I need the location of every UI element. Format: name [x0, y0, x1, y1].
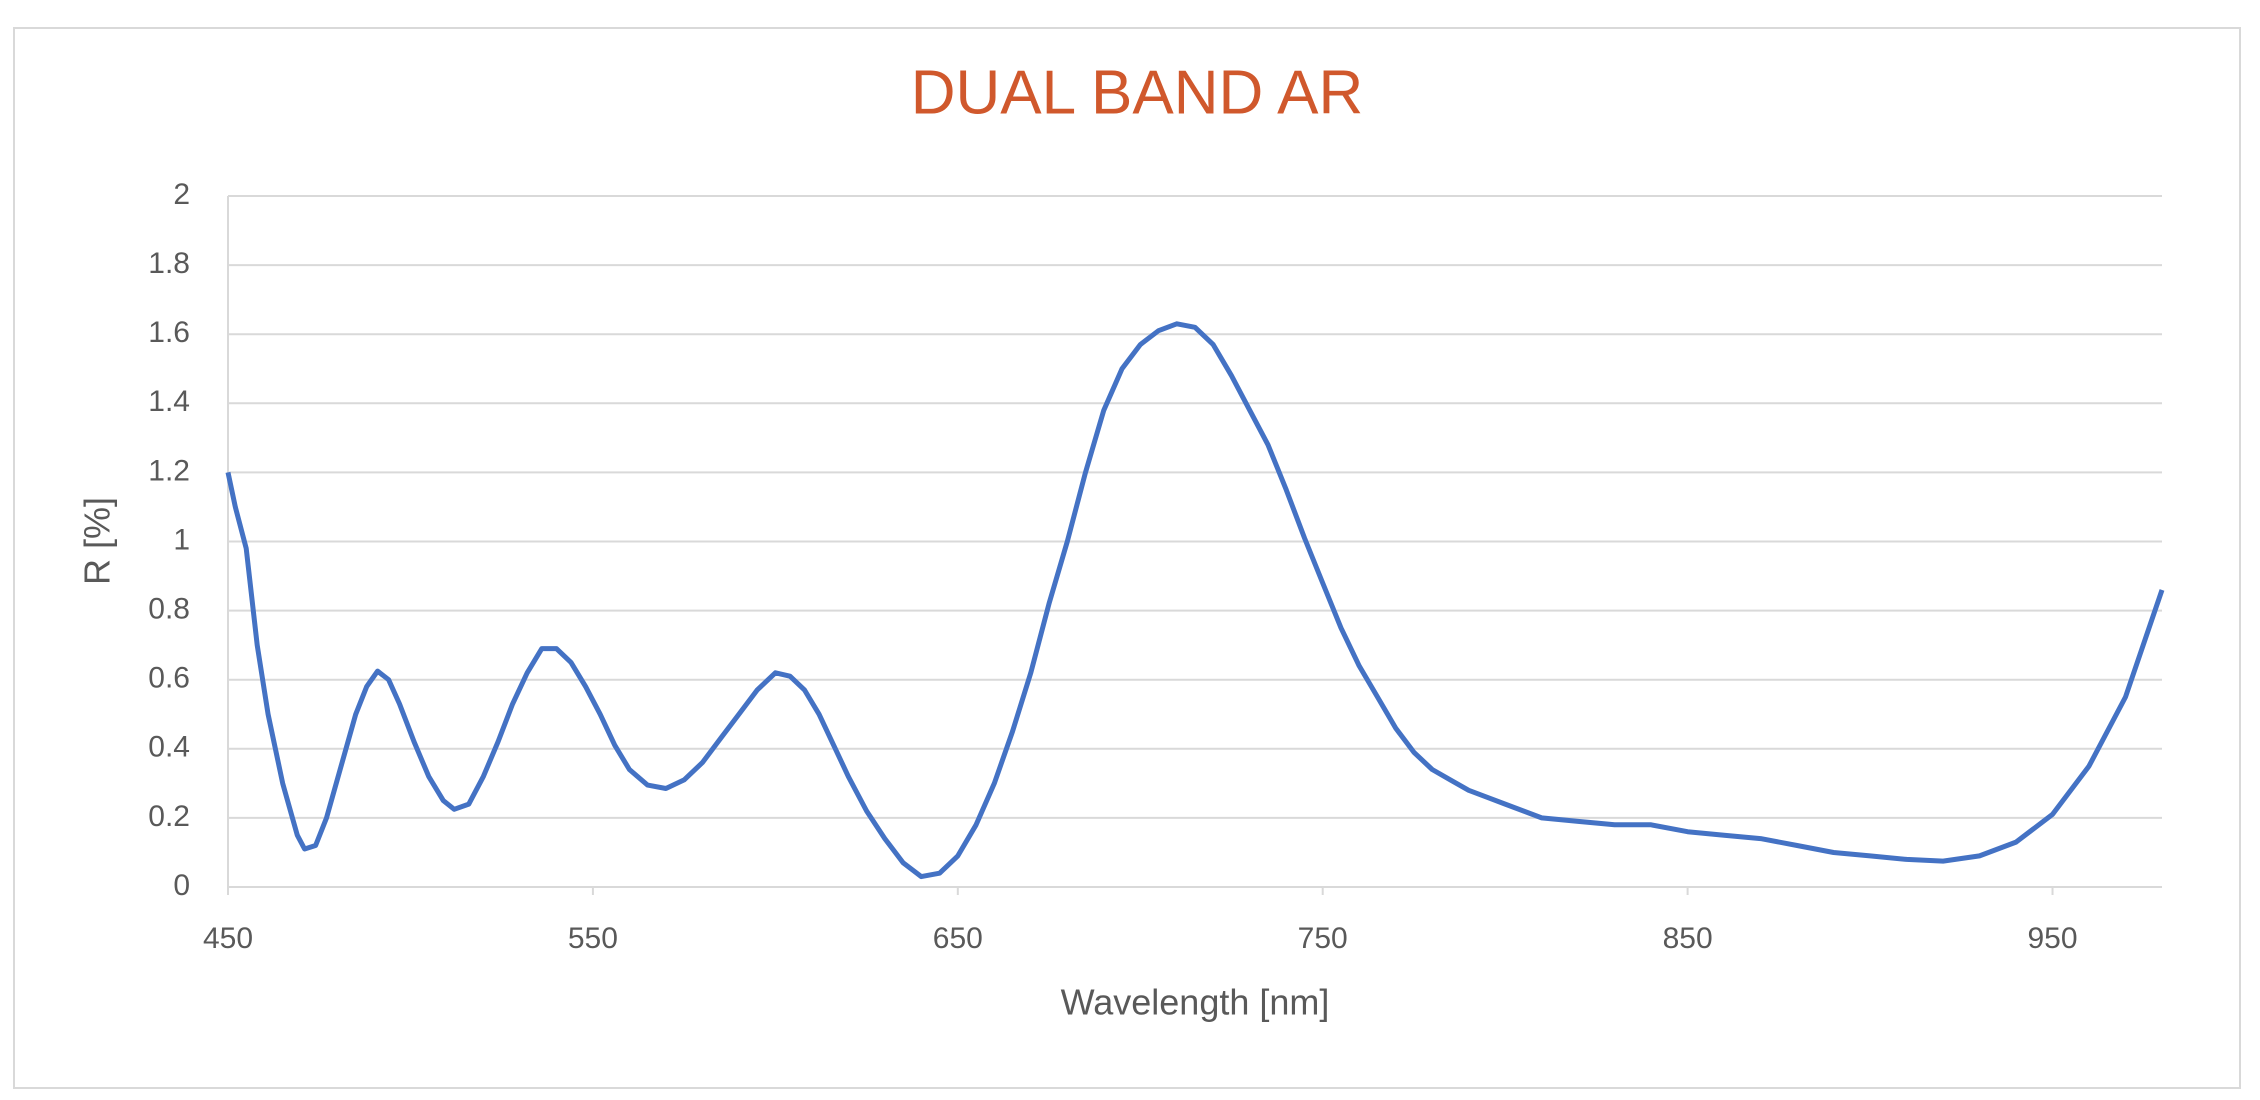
y-tick-label: 0.6 [148, 662, 190, 695]
data-line [225, 321, 2165, 880]
y-tick-label: 1 [173, 523, 190, 556]
x-tick-label: 650 [933, 922, 983, 955]
y-tick-label: 1.6 [148, 316, 190, 349]
y-tick-label: 0.2 [148, 800, 190, 833]
x-tick-label: 950 [2027, 922, 2077, 955]
y-tick-label: 1.8 [148, 247, 190, 280]
x-tick-label: 450 [203, 922, 253, 955]
x-tick-label: 750 [1298, 922, 1348, 955]
y-tick-label: 0.8 [148, 593, 190, 626]
chart-title: DUAL BAND AR [911, 58, 1364, 127]
y-tick-label: 1.4 [148, 385, 190, 418]
chart-border [13, 27, 2241, 1089]
y-tick-label: 0 [173, 869, 190, 902]
y-tick-label: 0.4 [148, 731, 190, 764]
x-tick-label: 850 [1663, 922, 1713, 955]
x-tick-label: 550 [568, 922, 618, 955]
y-tick-label: 1.2 [148, 454, 190, 487]
y-axis-label: R [%] [77, 497, 118, 585]
y-tick-label: 2 [173, 178, 190, 211]
x-axis-label: Wavelength [nm] [1061, 982, 1330, 1023]
